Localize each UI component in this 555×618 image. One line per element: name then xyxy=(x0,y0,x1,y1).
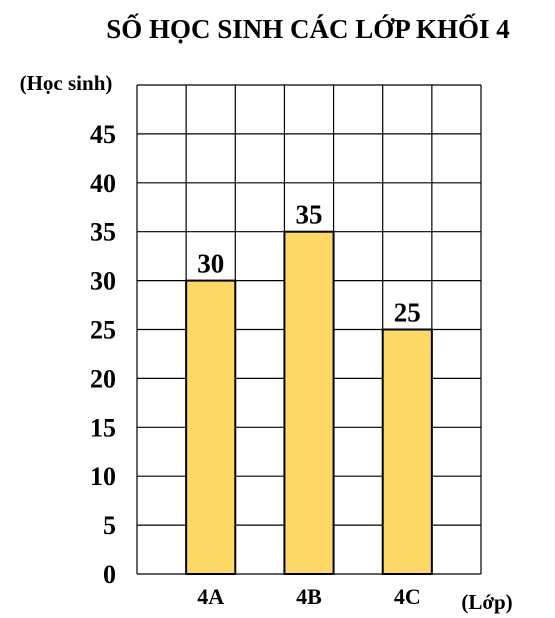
bar-4A xyxy=(185,279,237,575)
bar-4C xyxy=(381,328,433,575)
bars xyxy=(185,230,433,575)
y-tick-label: 30 xyxy=(90,267,116,296)
y-tick-label: 35 xyxy=(90,218,116,247)
y-tick-label: 5 xyxy=(103,511,116,540)
y-tick-label: 45 xyxy=(90,120,116,149)
x-axis-label: (Lớp) xyxy=(461,590,512,614)
x-tick-label: 4B xyxy=(296,584,322,609)
x-tick-label: 4C xyxy=(394,584,421,609)
y-axis-label: (Học sinh) xyxy=(20,71,113,95)
data-label: 25 xyxy=(394,298,421,328)
chart-title: SỐ HỌC SINH CÁC LỚP KHỐI 4 xyxy=(106,13,510,44)
y-tick-label: 40 xyxy=(90,169,116,198)
y-tick-label: 20 xyxy=(90,364,116,393)
y-tick-label: 10 xyxy=(90,462,116,491)
y-tick-label: 25 xyxy=(90,316,116,345)
chart-text: SỐ HỌC SINH CÁC LỚP KHỐI 4 (Học sinh) (L… xyxy=(20,13,513,614)
data-label: 35 xyxy=(296,200,323,230)
data-label: 30 xyxy=(197,249,224,279)
y-tick-label: 0 xyxy=(103,560,116,589)
x-tick-label: 4A xyxy=(197,584,224,609)
y-tick-label: 15 xyxy=(90,413,116,442)
bar-4B xyxy=(283,230,335,575)
tick-labels: 0 5 10 15 20 25 30 35 40 45 30 4A 35 4B 25 4C xyxy=(90,120,421,609)
